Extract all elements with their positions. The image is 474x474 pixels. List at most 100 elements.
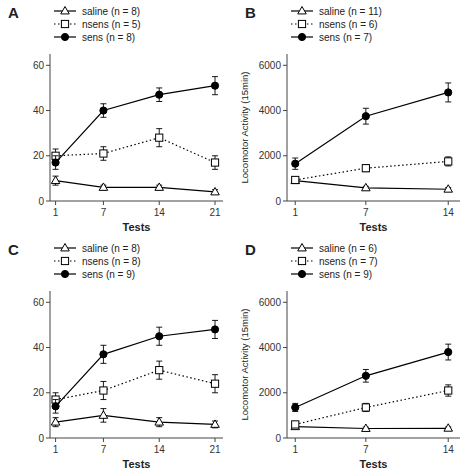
y-axis-line [50,291,51,438]
y-tick-label: 40 [33,342,45,353]
legend-label: nsens (n = 8) [82,256,141,267]
data-point [211,82,218,89]
legend-label: nsens (n = 7) [319,256,378,267]
data-point [362,113,369,120]
error-bar [100,381,106,399]
data-point [362,404,369,411]
y-tick [46,302,50,303]
series-line [56,329,215,406]
x-tick-label: 7 [101,207,107,218]
legend-marker [61,257,68,264]
panel: B02000400060001714TestsLocomotor Activit… [239,4,460,233]
data-point [100,351,107,358]
series-line [56,370,215,399]
y-tick [283,65,287,66]
y-tick-label: 4000 [259,342,282,353]
legend-marker [61,33,68,40]
error-bar [156,129,162,147]
x-tick-label: 21 [209,207,221,218]
error-bar [445,157,451,166]
legend-label: nsens (n = 5) [82,19,141,30]
x-tick-label: 14 [154,444,166,455]
x-tick-label: 1 [292,444,298,455]
series [52,77,219,170]
x-tick [448,438,449,442]
series [292,157,452,184]
x-tick [365,438,366,442]
x-tick-label: 1 [53,444,59,455]
x-tick [295,201,296,205]
series-line [56,415,215,424]
data-point [362,183,371,190]
error-bar [212,77,218,95]
x-axis-label: Tests [360,221,388,233]
x-axis-line [287,438,460,439]
plot-area [291,83,453,192]
panel-label: A [8,4,19,21]
legend: saline (n = 11)nsens (n = 6)sens (n = 7) [291,6,382,43]
y-tick [46,438,50,439]
series-line [295,181,448,190]
series [52,320,219,413]
data-point [211,326,218,333]
error-bar [100,104,106,118]
y-tick-label: 0 [275,196,281,207]
error-bar [292,403,298,411]
y-tick [46,201,50,202]
data-point [155,418,164,425]
x-tick [103,201,104,205]
error-bar [212,375,218,393]
y-axis-label: Locomotor Activity (15min) [239,72,250,184]
legend-marker [298,257,305,264]
plot-area [51,77,219,195]
x-axis-line [287,201,460,202]
series [292,344,452,411]
chart-container: A0204060171421Testssaline (n = 8)nsens (… [0,0,474,474]
data-point [291,176,300,183]
series [292,83,452,169]
y-tick [283,110,287,111]
x-axis-label: Tests [123,221,151,233]
data-point [292,404,299,411]
legend-marker [298,244,307,251]
error-bar [292,158,298,169]
x-tick-label: 7 [363,207,369,218]
legend-marker [61,270,68,277]
data-point [292,421,299,428]
data-point [444,185,453,192]
y-tick [283,155,287,156]
data-point [211,420,220,427]
panel-label: B [245,4,256,21]
error-bar [53,156,59,170]
y-tick-label: 2000 [259,150,282,161]
x-tick-label: 7 [363,444,369,455]
y-tick [46,155,50,156]
y-axis-label: Locomotor Activity (15min) [239,309,250,421]
y-tick [283,392,287,393]
y-tick-label: 2000 [259,387,282,398]
series-line [295,92,448,163]
legend-label: sens (n = 9) [82,269,135,280]
data-point [156,134,163,141]
series-line [295,427,448,429]
data-point [211,187,220,194]
error-bar [445,83,451,102]
y-tick-label: 6000 [259,60,282,71]
data-point [156,367,163,374]
y-tick-label: 40 [33,105,45,116]
error-bar [100,147,106,161]
x-tick [215,438,216,442]
legend-marker [61,7,70,14]
data-point [211,159,218,166]
x-axis-line [50,438,223,439]
legend-label: saline (n = 8) [82,243,140,254]
plot-area [51,320,219,427]
panel: A0204060171421Testssaline (n = 8)nsens (… [8,4,223,233]
error-bar [212,320,218,338]
data-point [362,165,369,172]
x-tick [215,201,216,205]
series-line [56,138,215,163]
panel-label: C [8,241,19,258]
y-tick-label: 0 [275,433,281,444]
legend-label: nsens (n = 6) [319,19,378,30]
